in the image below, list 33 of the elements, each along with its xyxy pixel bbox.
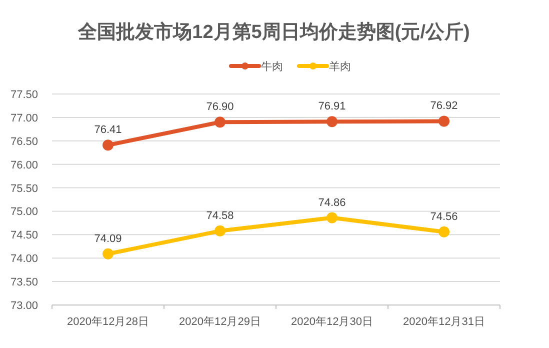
- data-label: 76.91: [318, 100, 346, 113]
- y-tick-label: 73.00: [10, 300, 38, 312]
- point: [214, 225, 226, 236]
- data-label: 76.41: [94, 124, 122, 136]
- data-label: 76.90: [206, 101, 234, 114]
- point: [102, 248, 114, 260]
- y-tick-label: 77.50: [10, 89, 38, 101]
- data-label: 74.86: [318, 196, 346, 209]
- data-label: 74.58: [206, 210, 234, 222]
- legend-label: 牛肉: [261, 60, 283, 73]
- y-tick-label: 74.50: [10, 230, 38, 242]
- x-tick-label: 2020年12月30日: [291, 316, 373, 328]
- x-tick-label: 2020年12月29日: [179, 316, 261, 328]
- data-label: 74.56: [430, 210, 458, 223]
- point: [326, 116, 338, 128]
- point: [102, 140, 114, 151]
- point: [214, 116, 226, 128]
- point: [438, 226, 450, 238]
- point: [326, 212, 338, 224]
- y-tick-label: 77.00: [10, 112, 38, 124]
- point: [438, 116, 450, 127]
- x-tick-label: 2020年12月31日: [403, 316, 485, 328]
- y-tick-label: 74.00: [10, 253, 38, 266]
- x-tick-label: 2020年12月28日: [67, 316, 149, 328]
- y-tick-label: 73.50: [10, 276, 38, 289]
- legend-label: 羊肉: [329, 61, 351, 73]
- y-tick-label: 75.00: [10, 206, 38, 218]
- data-label: 74.09: [94, 232, 122, 245]
- y-tick-label: 76.50: [10, 136, 38, 148]
- chart-title: 全国批发市场12月第5周日均价走势图(元/公斤): [77, 21, 470, 43]
- y-tick-label: 76.00: [10, 159, 38, 172]
- y-tick-label: 75.50: [10, 182, 38, 195]
- data-label: 76.92: [430, 100, 458, 112]
